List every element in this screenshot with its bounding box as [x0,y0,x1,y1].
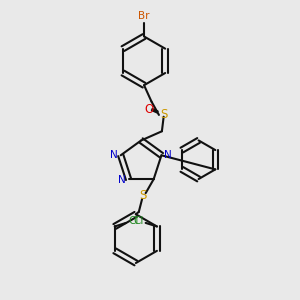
Text: Cl: Cl [128,216,138,226]
Text: Cl: Cl [133,216,144,226]
Text: N: N [110,150,118,160]
Text: N: N [118,175,126,185]
Text: N: N [164,150,172,160]
Text: S: S [140,189,147,202]
Text: Br: Br [138,11,150,21]
Text: O: O [145,103,154,116]
Text: S: S [160,108,168,121]
